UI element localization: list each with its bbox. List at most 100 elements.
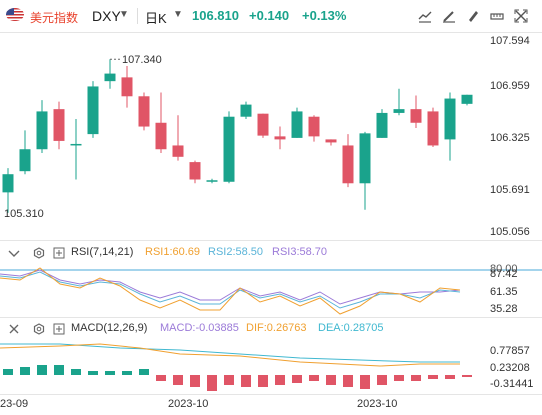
candle-body <box>155 122 167 150</box>
macd-value: MACD:-0.03885 <box>160 322 239 334</box>
last-price: 106.810 <box>192 8 239 23</box>
settings-icon[interactable] <box>33 247 45 259</box>
rsi-chart[interactable] <box>0 262 542 316</box>
rsi-line <box>0 271 461 309</box>
rsi1-value: RSI1:60.69 <box>145 246 201 258</box>
macd-tick: 0.77857 <box>490 345 530 357</box>
macd-bar <box>190 375 200 387</box>
macd-bar <box>139 369 149 375</box>
rsi2-value: RSI2:58.50 <box>208 246 264 258</box>
macd-bar <box>428 375 438 379</box>
macd-bar <box>156 375 166 381</box>
close-icon[interactable] <box>8 323 20 335</box>
price-tick: 106.325 <box>490 132 530 144</box>
macd-bar <box>377 375 387 385</box>
macd-label[interactable]: MACD(12,26,9) <box>71 322 148 334</box>
add-indicator-icon[interactable] <box>53 323 65 335</box>
divider <box>137 8 138 24</box>
macd-bar <box>207 375 217 391</box>
pen-tool-icon[interactable] <box>442 9 456 23</box>
candle-body <box>206 180 218 182</box>
collapse-icon[interactable] <box>8 247 20 259</box>
candle-body <box>444 98 456 140</box>
add-indicator-icon[interactable] <box>53 247 65 259</box>
macd-bar <box>54 365 64 375</box>
top-bar: 美元指数 DXY ▼ 日K ▼ 106.810 +0.140 +0.13% <box>0 0 542 32</box>
dea-line <box>0 343 460 363</box>
macd-bar <box>360 375 370 389</box>
macd-bar <box>3 369 13 375</box>
macd-bar <box>241 375 251 387</box>
macd-bar <box>445 375 455 379</box>
candle-body <box>19 149 31 172</box>
rsi-tick: 87.42 <box>490 268 518 280</box>
ruler-icon[interactable] <box>490 9 504 23</box>
macd-bar <box>275 375 285 385</box>
macd-bar <box>292 375 302 383</box>
macd-bar <box>173 375 183 385</box>
candle-body <box>223 116 235 182</box>
macd-bar <box>20 367 30 375</box>
candle-body <box>53 109 65 141</box>
candle-body <box>308 116 320 137</box>
candle-body <box>427 111 439 146</box>
macd-bar <box>88 371 98 375</box>
macd-bar <box>122 371 132 375</box>
macd-bar <box>411 375 421 381</box>
macd-bar <box>394 375 404 381</box>
dif-line <box>0 343 460 367</box>
macd-tick: -0.31441 <box>490 378 534 390</box>
macd-bar <box>105 371 115 375</box>
price-tick: 105.691 <box>490 184 530 196</box>
candle-body <box>359 133 371 184</box>
candlestick-chart[interactable]: 107.340 105.310 <box>0 33 542 239</box>
candle-body <box>189 162 201 180</box>
macd-bar <box>326 375 336 385</box>
divider <box>0 394 542 395</box>
candle-body <box>36 111 48 150</box>
rsi-80-label: 80.00 <box>490 263 518 275</box>
x-axis-label: 2023-10 <box>357 398 398 410</box>
candle-body <box>240 104 252 117</box>
us-flag-icon <box>6 8 24 21</box>
instrument-name[interactable]: 美元指数 <box>30 11 79 25</box>
line-tool-icon[interactable] <box>418 9 432 23</box>
macd-chart[interactable] <box>0 338 542 394</box>
pencil-icon[interactable] <box>466 9 480 23</box>
candle-body <box>376 112 388 138</box>
dif-value: DIF:0.26763 <box>246 322 307 334</box>
chevron-down-icon[interactable]: ▼ <box>119 9 129 20</box>
price-tick: 106.959 <box>490 80 530 92</box>
candle-body <box>342 145 354 184</box>
candle-body <box>87 86 99 135</box>
macd-bar <box>258 375 268 387</box>
candle-body <box>325 139 337 143</box>
candle-body <box>461 94 473 104</box>
candle-body <box>121 77 133 97</box>
period-selector[interactable]: 日K <box>145 11 167 26</box>
candle-body <box>70 143 82 146</box>
divider <box>0 32 542 33</box>
candle-body <box>393 109 405 113</box>
macd-bar <box>343 375 353 387</box>
macd-tick: 0.23208 <box>490 362 530 374</box>
candle-body <box>104 73 116 82</box>
candle-body <box>410 109 422 123</box>
divider <box>0 317 542 318</box>
rsi-label[interactable]: RSI(7,14,21) <box>71 246 134 258</box>
rsi3-value: RSI3:58.70 <box>272 246 328 258</box>
macd-bar <box>224 375 234 385</box>
rsi-line <box>0 267 461 315</box>
chevron-down-icon[interactable]: ▼ <box>173 9 183 20</box>
price-change: +0.140 <box>249 8 290 23</box>
low-price-label: 105.310 <box>4 208 44 220</box>
price-tick: 105.056 <box>490 226 530 238</box>
price-tick: 107.594 <box>490 35 530 47</box>
rsi-tick: 35.28 <box>490 303 518 315</box>
macd-bar <box>309 375 319 381</box>
candle-body <box>291 111 303 138</box>
settings-icon[interactable] <box>33 323 45 335</box>
instrument-code[interactable]: DXY <box>92 8 121 24</box>
fullscreen-icon[interactable] <box>514 9 528 23</box>
candle-body <box>172 145 184 157</box>
